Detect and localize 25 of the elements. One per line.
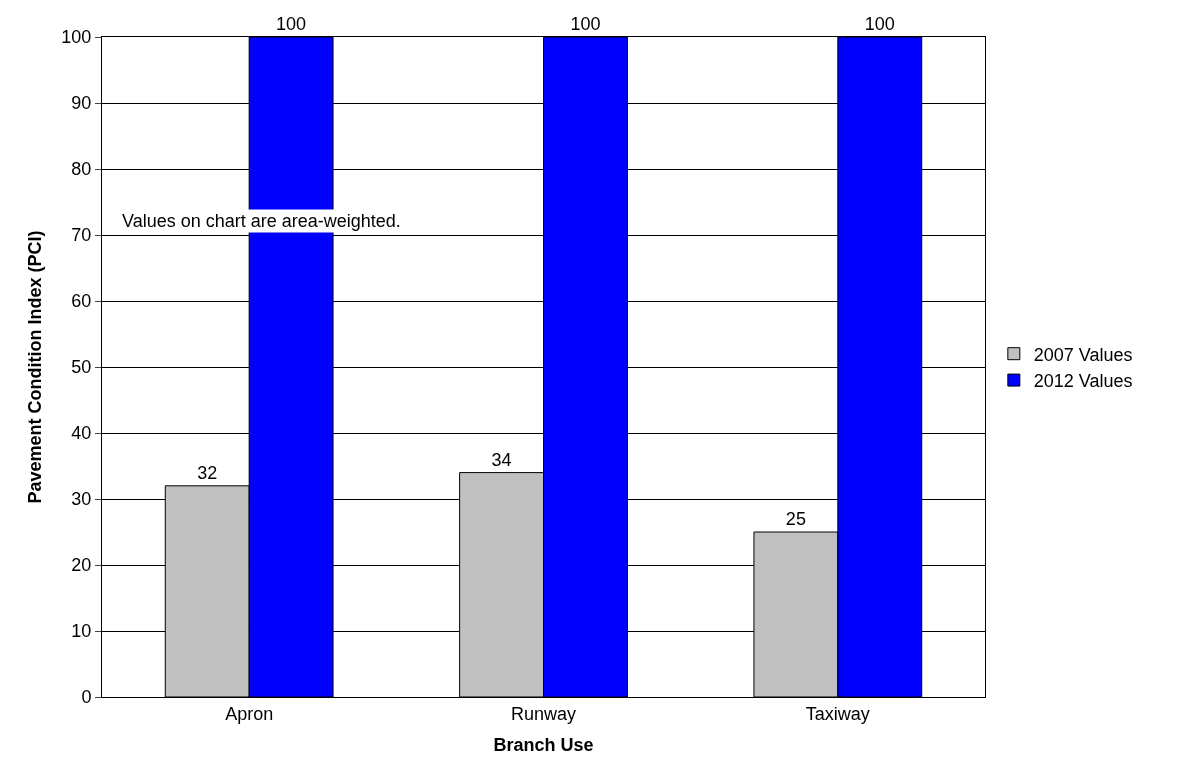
y-tick-label: 100 <box>61 27 92 48</box>
y-tick-label: 0 <box>81 687 92 708</box>
y-tick-label: 20 <box>71 555 92 576</box>
x-tick-label: Runway <box>510 703 577 724</box>
x-axis-title: Branch Use <box>493 734 594 755</box>
y-tick-label: 70 <box>71 225 92 246</box>
x-tick-label: Apron <box>225 703 274 724</box>
y-tick-label: 10 <box>71 621 92 642</box>
annotation: Values on chart are area-weighted. <box>122 211 401 231</box>
y-tick-label: 30 <box>71 489 92 510</box>
y-tick-label: 60 <box>71 291 92 312</box>
y-tick-label: 40 <box>71 423 92 444</box>
y-tick-label: 90 <box>71 93 92 114</box>
data-label: 34 <box>491 449 512 470</box>
data-label: 25 <box>785 509 806 529</box>
x-tick-label: Taxiway <box>805 703 870 724</box>
legend-label: 2007 Values <box>1033 344 1133 365</box>
y-tick-label: 80 <box>71 159 92 180</box>
data-label: 100 <box>276 14 307 34</box>
data-label: 32 <box>197 462 218 483</box>
legend-label: 2012 Values <box>1033 371 1133 392</box>
data-label: 100 <box>864 14 895 34</box>
y-tick-label: 50 <box>71 357 92 378</box>
data-label: 100 <box>570 14 601 34</box>
y-axis-title: Pavement Condition Index (PCI) <box>24 230 45 504</box>
